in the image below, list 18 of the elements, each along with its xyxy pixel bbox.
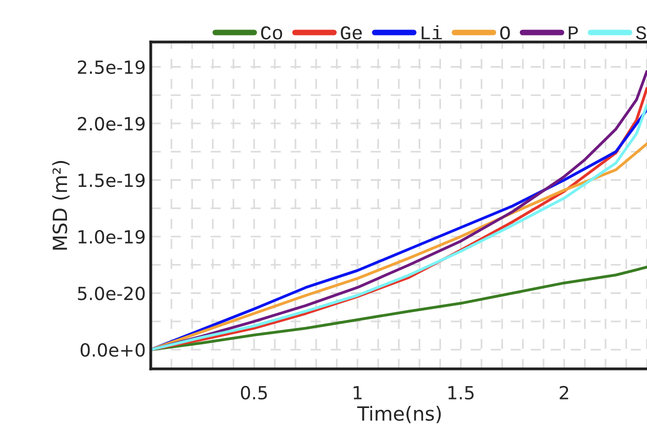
x-tick-label: 1.5 — [448, 386, 474, 400]
legend-label: Li — [422, 25, 442, 40]
legend-label: P — [568, 26, 578, 40]
legend-label: S — [636, 26, 646, 40]
x-tick-label: 1 — [354, 386, 362, 400]
legend-label: Ge — [340, 26, 362, 40]
y-tick-label: 5.0e-20 — [78, 286, 145, 300]
y-tick-label: 0.0e+0 — [80, 343, 145, 357]
legend-label: Co — [261, 26, 282, 40]
x-tick-label: 2 — [560, 386, 568, 400]
y-tick-label: 2.0e-19 — [78, 116, 145, 131]
y-tick-label: 1.0e-19 — [78, 230, 145, 244]
x-tick-label: 0.5 — [240, 386, 267, 400]
y-tick-label: 2.5e-19 — [78, 60, 145, 74]
legend-label: O — [500, 26, 510, 40]
y-axis-title: MSD (m²) — [52, 161, 70, 250]
y-tick-label: 1.5e-19 — [78, 173, 145, 188]
x-axis-title: Time(ns) — [357, 406, 441, 424]
